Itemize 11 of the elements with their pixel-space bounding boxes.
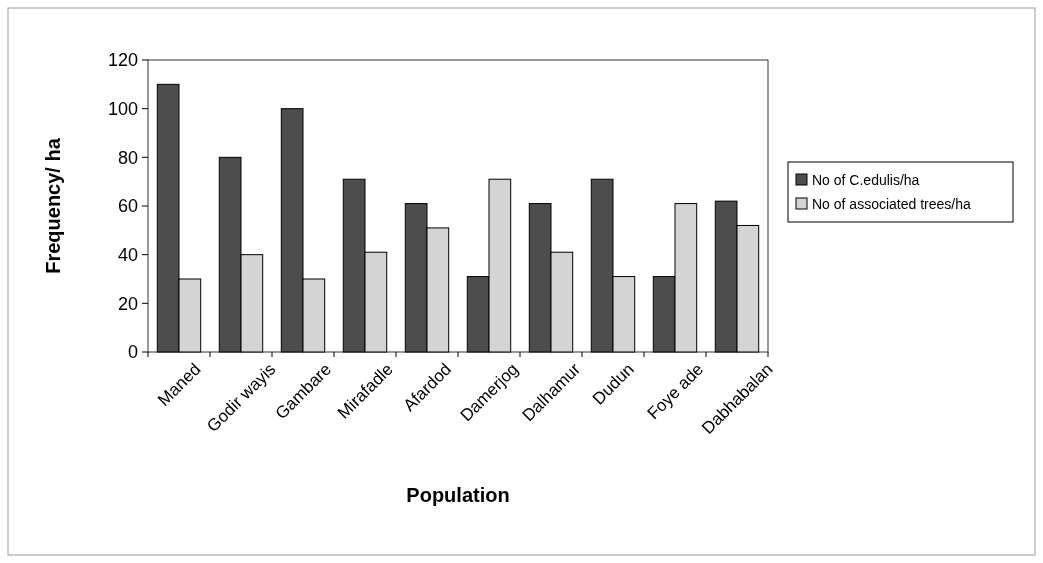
y-tick-label: 100 (107, 98, 138, 119)
y-tick-label: 60 (117, 196, 138, 217)
x-axis-title: Population (406, 484, 510, 506)
y-axis-title: Frequency/ ha (42, 137, 64, 274)
legend-label: No of C.edulis/ha (812, 171, 920, 188)
y-tick-label: 40 (117, 244, 138, 265)
y-tick-label: 80 (117, 147, 138, 168)
y-tick-label: 0 (127, 342, 138, 363)
y-tick-label: 20 (117, 293, 138, 314)
y-tick-label: 120 (107, 50, 138, 71)
legend-label: No of associated trees/ha (812, 195, 971, 212)
